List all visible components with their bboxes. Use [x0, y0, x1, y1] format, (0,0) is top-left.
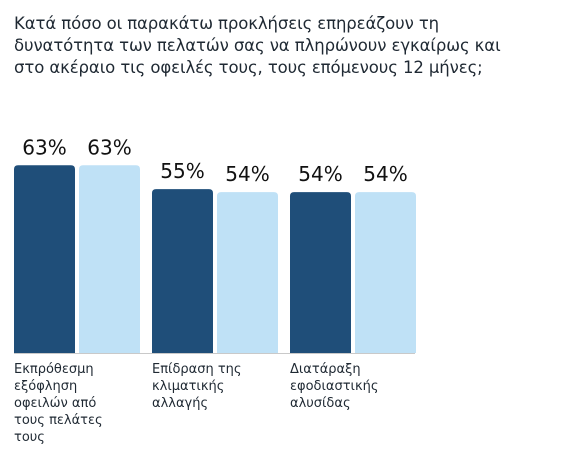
value-label-climate-change-series-1: 55% — [160, 159, 204, 183]
bar-late-payment-series-1 — [14, 165, 75, 353]
bar-climate-change-series-2 — [217, 192, 278, 353]
value-label-late-payment-series-1: 63% — [22, 135, 66, 159]
value-label-supply-chain-series-2: 54% — [363, 162, 407, 186]
value-label-supply-chain-series-1: 54% — [298, 162, 342, 186]
category-label-climate-change: Επίδραση της κλιματικής αλλαγής — [152, 362, 242, 411]
chart-title: Κατά πόσο οι παρακάτω προκλήσεις επηρεάζ… — [14, 14, 501, 77]
category-label-supply-chain: Διατάραξη εφοδιαστικής αλυσίδας — [290, 362, 379, 411]
value-label-late-payment-series-2: 63% — [87, 135, 131, 159]
bar-supply-chain-series-2 — [355, 192, 416, 353]
bar-supply-chain-series-1 — [290, 192, 351, 353]
bar-climate-change-series-1 — [152, 189, 213, 353]
category-label-late-payment: Εκπρόθεσμη εξόφληση οφειλών από τους πελ… — [14, 362, 103, 445]
value-label-climate-change-series-2: 54% — [225, 162, 269, 186]
bar-late-payment-series-2 — [79, 165, 140, 353]
